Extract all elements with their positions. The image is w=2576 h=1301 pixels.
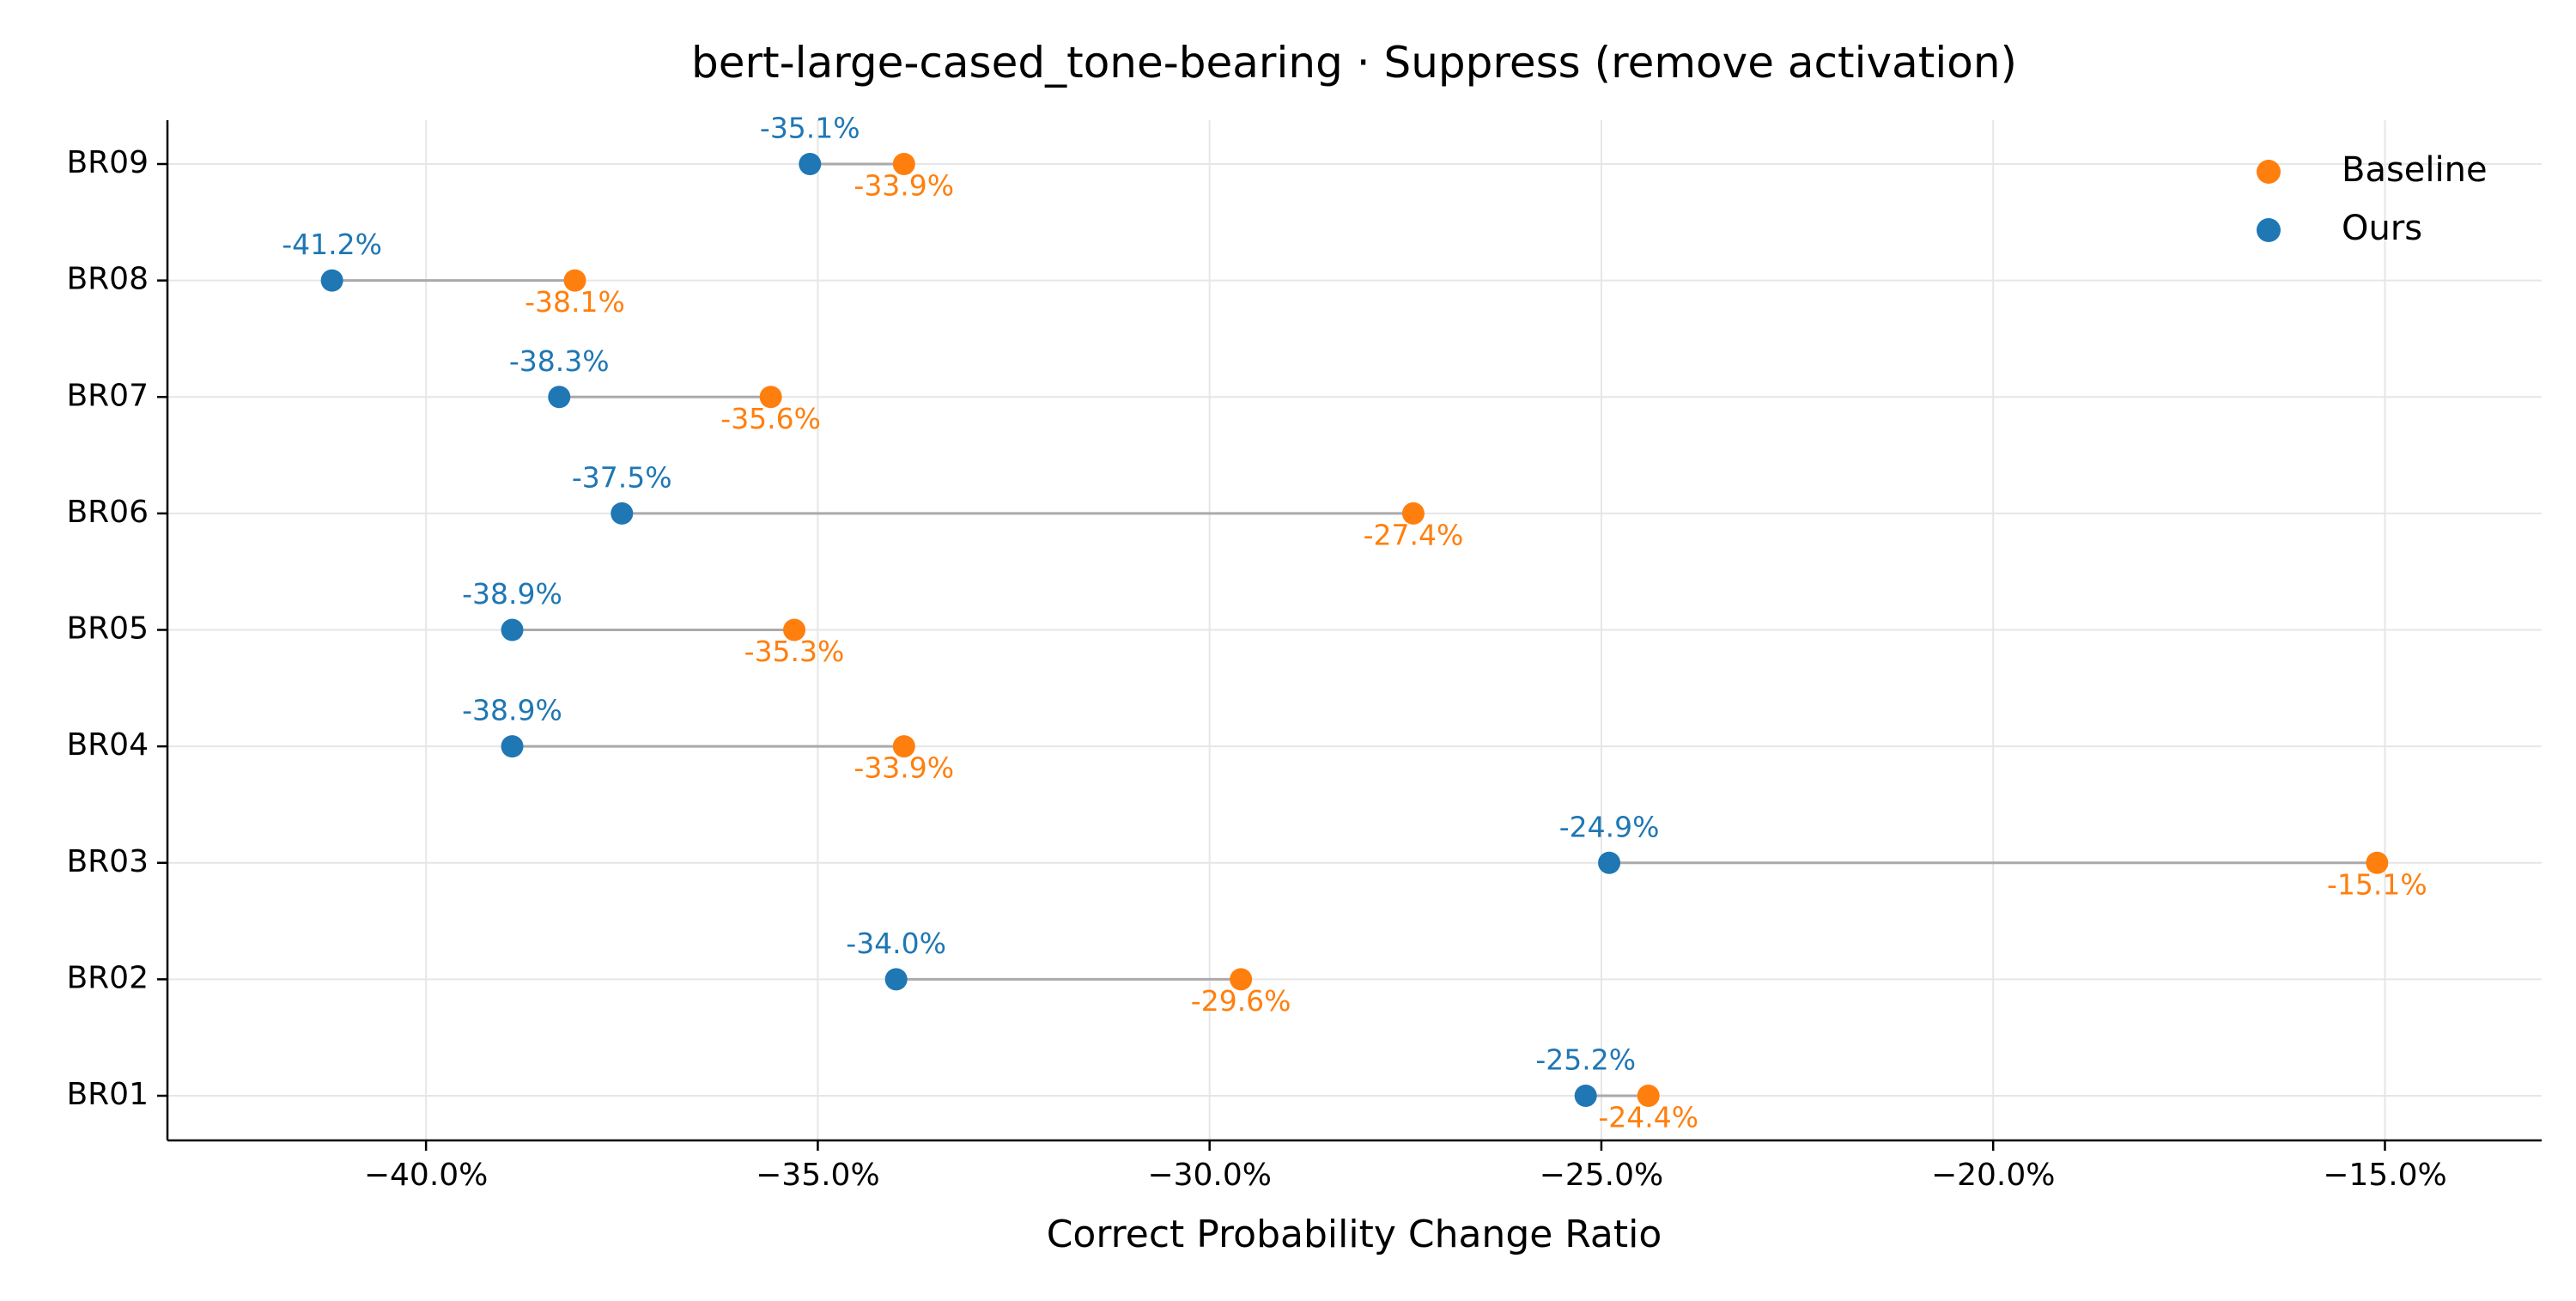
connector-lines <box>331 162 2378 1097</box>
baseline-label-br09: -33.9% <box>854 169 954 203</box>
y-tick-label-br06: BR06 <box>66 495 149 530</box>
ours-label-br03: -24.9% <box>1559 810 1660 843</box>
axes <box>157 120 2542 1151</box>
x-tick-label: −15.0% <box>2323 1158 2447 1193</box>
y-tick-label-br04: BR04 <box>66 727 149 763</box>
data-points <box>320 153 2389 1107</box>
baseline-point-br02 <box>1230 968 1253 991</box>
y-tick-label-br09: BR09 <box>66 145 149 180</box>
legend-marker-ours <box>2257 218 2281 242</box>
y-tick-label-br02: BR02 <box>66 960 149 995</box>
ours-label-br08: -41.2% <box>282 228 382 261</box>
ours-label-br07: -38.3% <box>509 344 610 378</box>
x-tick-label: −25.0% <box>1540 1158 1664 1193</box>
baseline-label-br01: -24.4% <box>1598 1101 1698 1134</box>
ours-label-br02: -34.0% <box>846 927 946 960</box>
ours-point-br06 <box>611 502 634 525</box>
y-tick-label-br08: BR08 <box>66 262 149 297</box>
ours-label-br01: -25.2% <box>1535 1043 1636 1077</box>
baseline-point-br07 <box>759 386 782 409</box>
baseline-point-br09 <box>892 153 915 175</box>
y-tick-label-br03: BR03 <box>66 844 149 879</box>
ours-label-br04: -38.9% <box>462 694 562 727</box>
baseline-label-br06: -27.4% <box>1364 518 1464 551</box>
ours-point-br07 <box>548 386 571 409</box>
y-tick-label-br07: BR07 <box>66 378 149 413</box>
ours-point-br01 <box>1574 1085 1597 1107</box>
ours-label-br05: -38.9% <box>462 577 562 611</box>
baseline-point-br04 <box>892 735 915 758</box>
y-tick-label-br05: BR05 <box>66 611 149 647</box>
x-axis-title: Correct Probability Change Ratio <box>1047 1213 1662 1256</box>
baseline-point-br06 <box>1401 502 1425 525</box>
ours-point-br03 <box>1598 851 1621 874</box>
baseline-label-br07: -35.6% <box>720 402 821 435</box>
ours-point-br08 <box>320 269 343 292</box>
y-tick-label-br01: BR01 <box>66 1077 149 1112</box>
ours-point-br02 <box>884 968 908 991</box>
x-tick-label: −20.0% <box>1931 1158 2056 1193</box>
ours-point-br05 <box>501 618 524 641</box>
baseline-label-br08: -38.1% <box>525 285 625 319</box>
x-tick-label: −35.0% <box>756 1158 880 1193</box>
legend: Baseline Ours <box>2257 150 2488 248</box>
x-tick-label: −30.0% <box>1147 1158 1272 1193</box>
baseline-point-br08 <box>563 269 586 292</box>
ours-label-br09: -35.1% <box>760 112 860 145</box>
baseline-label-br02: -29.6% <box>1191 984 1291 1018</box>
baseline-point-br03 <box>2366 851 2389 874</box>
legend-label-baseline: Baseline <box>2342 150 2488 190</box>
baseline-label-br04: -33.9% <box>854 751 954 785</box>
x-tick-label: −40.0% <box>364 1158 489 1193</box>
chart-title: bert-large-cased_tone-bearing · Suppress… <box>691 38 2017 88</box>
ours-point-br04 <box>501 735 524 758</box>
baseline-point-br05 <box>783 618 806 641</box>
y-tick-labels: BR01 BR02 BR03 BR04 BR05 BR06 BR07 BR08 BR09 <box>66 145 149 1112</box>
legend-label-ours: Ours <box>2342 209 2422 248</box>
baseline-point-br01 <box>1637 1085 1660 1107</box>
x-tick-labels: −40.0% −35.0% −30.0% −25.0% −20.0% −15.0% <box>364 1158 2447 1193</box>
data-labels: -24.4% -25.2% -29.6% -34.0% -15.1% -24.9% -33.… <box>282 112 2427 1134</box>
baseline-label-br05: -35.3% <box>744 635 845 668</box>
ours-label-br06: -37.5% <box>572 460 672 494</box>
legend-marker-baseline <box>2257 160 2281 184</box>
baseline-label-br03: -15.1% <box>2327 867 2427 901</box>
ours-point-br09 <box>799 153 822 175</box>
